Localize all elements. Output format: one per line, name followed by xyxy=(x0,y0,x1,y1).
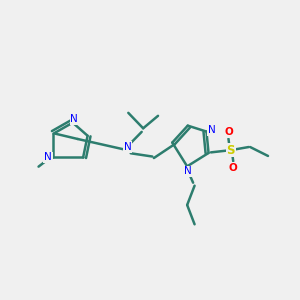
Text: N: N xyxy=(208,125,216,135)
Text: N: N xyxy=(70,114,78,124)
Text: O: O xyxy=(224,127,233,137)
Text: N: N xyxy=(44,152,52,162)
Text: N: N xyxy=(124,142,132,152)
Text: S: S xyxy=(226,143,235,157)
Text: N: N xyxy=(184,167,192,176)
Text: O: O xyxy=(229,163,238,173)
